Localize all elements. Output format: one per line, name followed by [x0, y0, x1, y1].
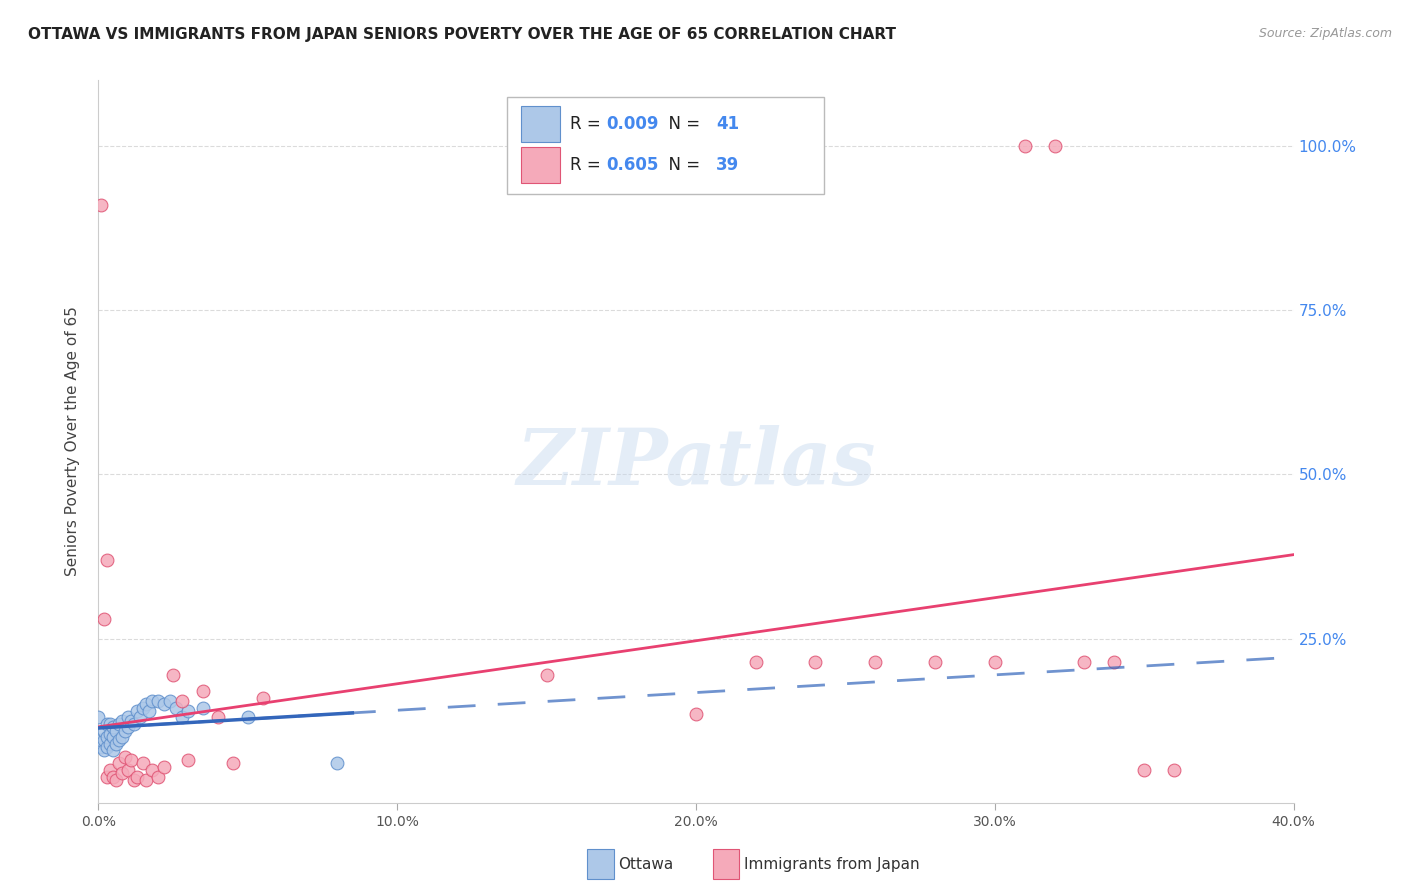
Point — [103, 720, 125, 734]
Point — [111, 730, 134, 744]
Point — [162, 667, 184, 681]
Point — [129, 710, 152, 724]
Point — [96, 553, 118, 567]
Point — [135, 772, 157, 787]
Point — [148, 694, 170, 708]
Point — [132, 700, 155, 714]
Point — [127, 704, 149, 718]
Point — [117, 710, 139, 724]
Point — [159, 694, 181, 708]
Point — [105, 723, 128, 738]
FancyBboxPatch shape — [522, 105, 560, 142]
Point — [191, 700, 214, 714]
Point — [207, 710, 229, 724]
Point — [1043, 139, 1066, 153]
Point — [191, 684, 214, 698]
Point — [1014, 139, 1036, 153]
Text: Immigrants from Japan: Immigrants from Japan — [744, 856, 920, 871]
Point — [148, 770, 170, 784]
Point — [141, 763, 163, 777]
Point — [865, 655, 887, 669]
Point — [252, 690, 274, 705]
Point — [93, 743, 115, 757]
Point — [105, 772, 128, 787]
Text: R =: R = — [571, 156, 606, 174]
Point — [924, 655, 946, 669]
Point — [984, 655, 1007, 669]
Point — [124, 717, 146, 731]
Point — [96, 730, 118, 744]
Text: N =: N = — [658, 156, 704, 174]
Point — [103, 770, 125, 784]
Point — [120, 753, 142, 767]
Point — [114, 749, 136, 764]
Point — [108, 756, 131, 771]
FancyBboxPatch shape — [508, 97, 824, 194]
Point — [177, 704, 200, 718]
Point — [153, 760, 176, 774]
Point — [98, 717, 122, 731]
Point — [124, 772, 146, 787]
Point — [1163, 763, 1185, 777]
Point — [172, 710, 194, 724]
Text: OTTAWA VS IMMIGRANTS FROM JAPAN SENIORS POVERTY OVER THE AGE OF 65 CORRELATION C: OTTAWA VS IMMIGRANTS FROM JAPAN SENIORS … — [28, 27, 896, 42]
Point — [103, 743, 125, 757]
Point — [1133, 763, 1156, 777]
Point — [177, 753, 200, 767]
Point — [127, 770, 149, 784]
Point — [90, 739, 112, 754]
Point — [1073, 655, 1095, 669]
Point — [93, 733, 115, 747]
Text: Source: ZipAtlas.com: Source: ZipAtlas.com — [1258, 27, 1392, 40]
Point — [135, 698, 157, 712]
Point — [98, 727, 122, 741]
Point — [153, 698, 176, 712]
Point — [96, 717, 118, 731]
Text: 39: 39 — [716, 156, 740, 174]
Point — [172, 694, 194, 708]
Point — [120, 714, 142, 728]
Point — [117, 763, 139, 777]
Point — [90, 198, 112, 212]
Text: ZIPatlas: ZIPatlas — [516, 425, 876, 501]
Y-axis label: Seniors Poverty Over the Age of 65: Seniors Poverty Over the Age of 65 — [65, 307, 80, 576]
Point — [93, 612, 115, 626]
Point — [117, 720, 139, 734]
Point — [111, 766, 134, 780]
Text: 0.009: 0.009 — [606, 115, 659, 133]
Point — [105, 737, 128, 751]
Point — [804, 655, 827, 669]
Point — [114, 723, 136, 738]
Text: 41: 41 — [716, 115, 740, 133]
Point — [98, 737, 122, 751]
Point — [103, 730, 125, 744]
Point — [108, 733, 131, 747]
Text: Ottawa: Ottawa — [619, 856, 673, 871]
Point — [98, 763, 122, 777]
Point — [138, 704, 160, 718]
Point — [96, 739, 118, 754]
Point — [111, 714, 134, 728]
Point — [141, 694, 163, 708]
Point — [93, 723, 115, 738]
Point — [108, 717, 131, 731]
Text: N =: N = — [658, 115, 704, 133]
Point — [222, 756, 245, 771]
Point — [745, 655, 768, 669]
Point — [165, 700, 187, 714]
Point — [90, 733, 112, 747]
Point — [236, 710, 259, 724]
FancyBboxPatch shape — [588, 849, 613, 880]
Text: R =: R = — [571, 115, 606, 133]
FancyBboxPatch shape — [713, 849, 740, 880]
FancyBboxPatch shape — [522, 147, 560, 183]
Point — [87, 710, 110, 724]
Text: 0.605: 0.605 — [606, 156, 659, 174]
Point — [132, 756, 155, 771]
Point — [96, 770, 118, 784]
Point — [326, 756, 349, 771]
Point — [685, 707, 707, 722]
Point — [1104, 655, 1126, 669]
Point — [536, 667, 558, 681]
